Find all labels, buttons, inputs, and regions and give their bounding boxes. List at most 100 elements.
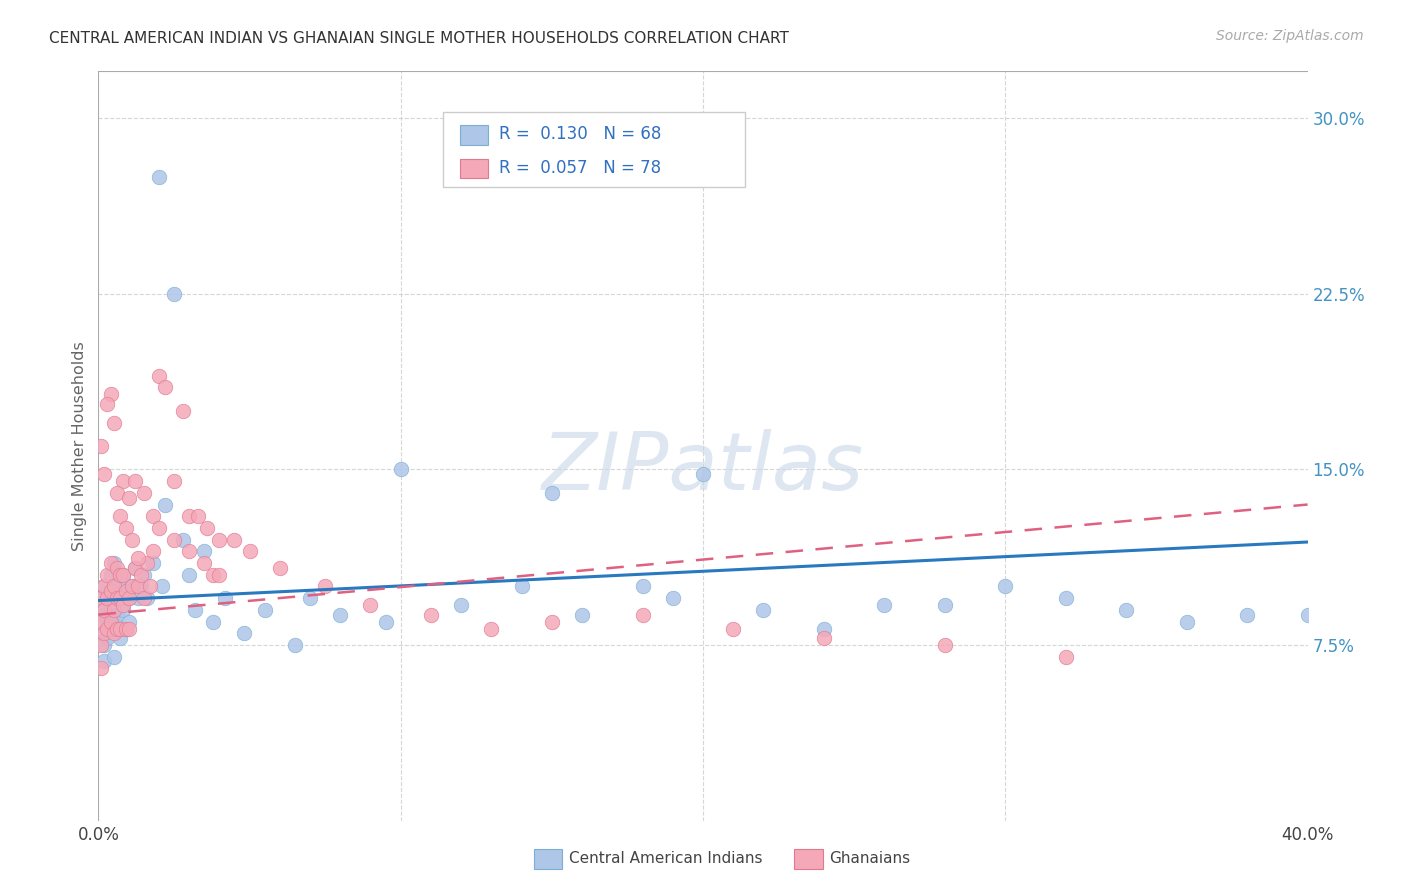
Point xyxy=(253,603,276,617)
Point xyxy=(208,533,231,547)
Point xyxy=(108,591,131,606)
Point xyxy=(813,622,835,636)
Point xyxy=(232,626,254,640)
Point xyxy=(118,491,141,505)
Point xyxy=(103,626,125,640)
Point xyxy=(108,591,131,606)
Point xyxy=(132,485,155,500)
Point xyxy=(214,591,236,606)
Point xyxy=(481,622,503,636)
Point xyxy=(114,580,136,594)
Point xyxy=(420,607,443,622)
Point xyxy=(314,580,336,594)
Point xyxy=(184,603,207,617)
Point xyxy=(127,551,149,566)
Point xyxy=(90,661,112,675)
Point xyxy=(100,556,122,570)
Point xyxy=(111,603,134,617)
Point xyxy=(114,584,136,599)
Point xyxy=(103,556,125,570)
Point xyxy=(934,599,956,613)
Point xyxy=(172,404,194,418)
Point xyxy=(114,622,136,636)
Point xyxy=(202,567,225,582)
Point xyxy=(93,655,115,669)
Point xyxy=(93,626,115,640)
Point xyxy=(108,509,131,524)
Point xyxy=(934,638,956,652)
Point xyxy=(132,591,155,606)
Point xyxy=(1175,615,1198,629)
Point xyxy=(96,567,118,582)
Point xyxy=(124,474,146,488)
Point xyxy=(195,521,218,535)
Text: CENTRAL AMERICAN INDIAN VS GHANAIAN SINGLE MOTHER HOUSEHOLDS CORRELATION CHART: CENTRAL AMERICAN INDIAN VS GHANAIAN SING… xyxy=(49,31,789,46)
Point xyxy=(96,615,118,629)
Point xyxy=(163,474,186,488)
Point xyxy=(96,622,118,636)
Point xyxy=(90,626,112,640)
Point xyxy=(193,556,215,570)
Point xyxy=(96,591,118,606)
Point xyxy=(118,591,141,606)
Point xyxy=(93,607,115,622)
Point xyxy=(124,561,146,575)
Point xyxy=(111,567,134,582)
Point xyxy=(142,544,165,558)
Point xyxy=(93,467,115,482)
Text: Source: ZipAtlas.com: Source: ZipAtlas.com xyxy=(1216,29,1364,43)
Point xyxy=(105,591,128,606)
Point xyxy=(752,603,775,617)
Point xyxy=(299,591,322,606)
Point xyxy=(121,580,143,594)
Point xyxy=(269,561,291,575)
Point xyxy=(103,580,125,594)
Point xyxy=(90,591,112,606)
Point xyxy=(179,544,201,558)
Text: ZIPatlas: ZIPatlas xyxy=(541,429,865,508)
Point xyxy=(103,603,125,617)
Point xyxy=(284,638,307,652)
Point xyxy=(193,544,215,558)
Point xyxy=(100,603,122,617)
Point xyxy=(111,567,134,582)
Point xyxy=(389,462,412,476)
Point xyxy=(135,591,157,606)
Point xyxy=(90,603,112,617)
Point xyxy=(1236,607,1258,622)
Point xyxy=(631,607,654,622)
Point xyxy=(90,638,112,652)
Point xyxy=(103,416,125,430)
Point xyxy=(100,615,122,629)
Point xyxy=(108,622,131,636)
Point xyxy=(208,567,231,582)
Point xyxy=(187,509,209,524)
Text: R =  0.057   N = 78: R = 0.057 N = 78 xyxy=(499,159,661,177)
Point xyxy=(100,622,122,636)
Point xyxy=(135,556,157,570)
Point xyxy=(374,615,396,629)
Point xyxy=(224,533,246,547)
Point xyxy=(202,615,225,629)
Point xyxy=(179,567,201,582)
Point xyxy=(105,561,128,575)
Point xyxy=(100,584,122,599)
Point xyxy=(103,584,125,599)
Point xyxy=(510,580,533,594)
Point xyxy=(118,591,141,606)
Point xyxy=(239,544,262,558)
Point xyxy=(142,509,165,524)
Point xyxy=(111,599,134,613)
Point xyxy=(103,649,125,664)
Point xyxy=(994,580,1017,594)
Point xyxy=(90,439,112,453)
Text: Ghanaians: Ghanaians xyxy=(830,851,911,865)
Point xyxy=(105,580,128,594)
Point xyxy=(1296,607,1319,622)
Point xyxy=(132,567,155,582)
Point xyxy=(1115,603,1137,617)
Point xyxy=(93,580,115,594)
Point xyxy=(631,580,654,594)
Point xyxy=(127,580,149,594)
Point xyxy=(360,599,382,613)
